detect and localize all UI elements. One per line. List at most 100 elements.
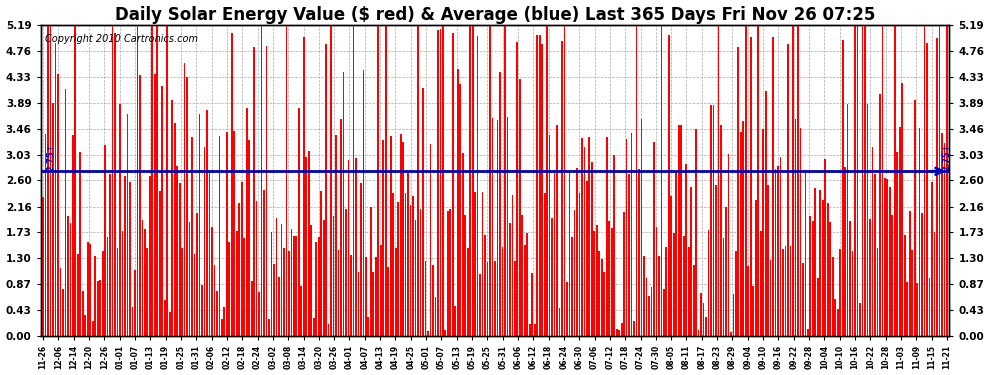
Bar xyxy=(134,270,136,336)
Bar xyxy=(941,133,942,336)
Title: Daily Solar Energy Value ($ red) & Average (blue) Last 365 Days Fri Nov 26 07:25: Daily Solar Energy Value ($ red) & Avera… xyxy=(115,6,875,24)
Bar xyxy=(323,219,325,336)
Bar xyxy=(744,25,746,336)
Bar xyxy=(673,233,674,336)
Bar xyxy=(626,140,628,336)
Bar xyxy=(462,153,463,336)
Bar xyxy=(556,125,558,336)
Bar xyxy=(807,328,809,336)
Bar xyxy=(181,248,183,336)
Bar xyxy=(609,221,610,336)
Bar xyxy=(738,47,740,336)
Bar xyxy=(832,257,834,336)
Bar xyxy=(802,263,804,336)
Bar xyxy=(48,25,49,336)
Bar xyxy=(861,25,863,336)
Bar xyxy=(534,324,536,336)
Bar xyxy=(851,251,853,336)
Bar xyxy=(762,129,764,336)
Bar xyxy=(494,261,496,336)
Bar xyxy=(509,223,511,336)
Bar xyxy=(285,25,287,336)
Bar xyxy=(484,235,486,336)
Bar xyxy=(295,236,297,336)
Bar xyxy=(112,25,114,336)
Bar xyxy=(611,228,613,336)
Bar xyxy=(308,152,310,336)
Bar xyxy=(932,182,933,336)
Bar xyxy=(566,282,568,336)
Bar xyxy=(328,324,330,336)
Bar xyxy=(102,251,104,336)
Bar xyxy=(435,297,437,336)
Bar xyxy=(886,179,888,336)
Bar xyxy=(385,25,387,336)
Bar xyxy=(109,174,111,336)
Bar xyxy=(546,25,548,336)
Bar xyxy=(350,255,351,336)
Bar xyxy=(191,136,193,336)
Bar xyxy=(553,171,555,336)
Bar xyxy=(216,291,218,336)
Bar xyxy=(812,221,814,336)
Bar xyxy=(747,266,749,336)
Bar xyxy=(586,181,588,336)
Bar xyxy=(906,282,908,336)
Bar xyxy=(854,25,856,336)
Bar xyxy=(703,303,705,336)
Bar xyxy=(606,137,608,336)
Bar xyxy=(79,152,81,336)
Bar xyxy=(300,286,302,336)
Bar xyxy=(357,272,359,336)
Bar xyxy=(440,29,442,336)
Bar xyxy=(660,25,662,336)
Bar xyxy=(313,318,315,336)
Bar xyxy=(62,290,63,336)
Bar xyxy=(234,131,236,336)
Bar xyxy=(775,169,776,336)
Bar xyxy=(305,157,307,336)
Bar xyxy=(576,168,578,336)
Bar xyxy=(749,37,751,336)
Bar xyxy=(596,225,598,336)
Bar xyxy=(45,134,47,336)
Text: 2.75↑: 2.75↑ xyxy=(47,144,55,171)
Bar xyxy=(50,25,51,336)
Bar xyxy=(943,143,945,336)
Bar xyxy=(668,35,669,336)
Bar xyxy=(571,237,573,336)
Bar xyxy=(636,25,638,336)
Bar xyxy=(792,25,794,336)
Bar xyxy=(690,187,692,336)
Bar xyxy=(583,147,585,336)
Bar xyxy=(459,84,461,336)
Bar xyxy=(849,221,851,336)
Bar xyxy=(280,224,282,336)
Bar xyxy=(934,232,936,336)
Bar xyxy=(624,213,625,336)
Bar xyxy=(522,215,523,336)
Bar xyxy=(693,265,695,336)
Bar xyxy=(901,83,903,336)
Bar xyxy=(631,133,633,336)
Bar xyxy=(754,200,756,336)
Bar xyxy=(634,321,635,336)
Bar xyxy=(303,37,305,336)
Bar xyxy=(558,308,560,336)
Bar xyxy=(650,287,652,336)
Bar xyxy=(917,283,918,336)
Bar xyxy=(680,125,682,336)
Bar xyxy=(517,42,518,336)
Bar xyxy=(648,296,649,336)
Bar xyxy=(728,154,730,336)
Bar xyxy=(822,200,824,336)
Bar xyxy=(598,251,600,336)
Bar xyxy=(891,215,893,336)
Bar xyxy=(265,46,267,336)
Bar xyxy=(333,216,335,336)
Bar xyxy=(268,318,270,336)
Bar xyxy=(370,207,371,336)
Bar xyxy=(427,332,429,336)
Bar xyxy=(730,332,732,336)
Bar xyxy=(454,306,456,336)
